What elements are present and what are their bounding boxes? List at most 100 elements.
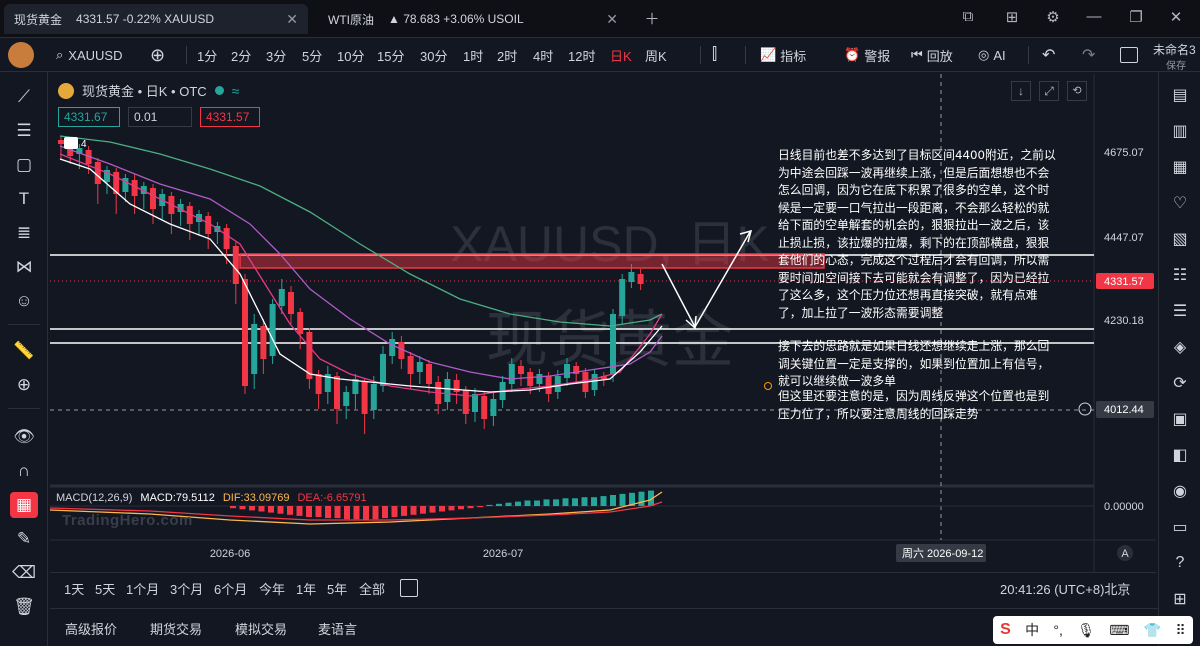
spread-value[interactable]: 0.01 <box>128 107 192 127</box>
text-tool-icon[interactable]: T <box>18 189 30 208</box>
save-button[interactable]: 保存 <box>1166 61 1186 72</box>
legend-title[interactable]: 现货黄金 • 日K • OTC <box>82 84 207 99</box>
mic-icon[interactable]: 🎙 <box>1077 621 1095 638</box>
rectangle-icon[interactable]: ▢ <box>15 155 33 174</box>
pattern-icon[interactable]: ⋈ <box>15 257 33 276</box>
grid-icon[interactable]: ⊞ <box>1173 591 1187 608</box>
chart-canvas[interactable]: XAUUSD, 日K现货黄金4675.074447.074230.180.000… <box>50 74 1156 572</box>
close-window-icon[interactable]: ✕ <box>1169 9 1183 26</box>
sogou-icon[interactable]: S <box>1000 621 1011 638</box>
ruler-icon[interactable]: 📏 <box>13 341 35 360</box>
macd-legend[interactable]: MACD(12,26,9) MACD:79.5112 DIF:33.09769 … <box>56 492 367 504</box>
layout-icon[interactable]: ⊞ <box>1005 9 1019 26</box>
zoom-in-icon[interactable]: ⊕ <box>16 375 32 394</box>
expand-icon[interactable]: ⤢ <box>1039 81 1059 101</box>
tab-futures-trading[interactable]: 期货交易 <box>150 621 203 637</box>
lock-drawings-icon[interactable]: ▦ <box>10 492 38 518</box>
ask-price[interactable]: 4331.57 <box>200 107 260 127</box>
apps-icon[interactable]: ⠿ <box>1175 621 1186 638</box>
layout-name[interactable]: 未命名3 <box>1153 43 1196 57</box>
interval-button[interactable]: 周K <box>645 48 667 64</box>
shirt-icon[interactable]: 👕 <box>1143 621 1162 638</box>
close-tab-icon[interactable]: ✕ <box>606 10 618 27</box>
new-tab-icon[interactable]: ＋ <box>644 11 660 28</box>
trend-line-icon[interactable]: ⟋ <box>18 87 30 106</box>
watchlist-icon[interactable]: ▤ <box>1172 87 1188 104</box>
range-button[interactable]: 6个月 <box>214 581 248 597</box>
message-icon[interactable]: ▭ <box>1172 519 1188 536</box>
range-button[interactable]: 全部 <box>359 581 386 597</box>
range-button[interactable]: 1年 <box>296 581 317 597</box>
range-button[interactable]: 今年 <box>259 581 286 597</box>
tab-gold[interactable]: 现货黄金 4331.57 -0.22% XAUUSD ✕ <box>4 4 308 34</box>
annotation-text-3[interactable]: 但这里还要注意的是，因为周线反弹这个位置也是到压力位了，所以要注意周线的回踩走势 <box>778 389 1050 421</box>
annotation-text-2[interactable]: 接下去的思路就是如果日线还想继续走上涨，那么回调关键位置一定是支撑的，如果到位置… <box>778 339 1050 388</box>
layers-icon[interactable]: ◧ <box>1172 447 1188 464</box>
annotation-text-1[interactable]: 日线目前也差不多达到了目标区间4400附近，之前以为中途会回踩一波再继续上涨，但… <box>778 148 1056 320</box>
ime-lang[interactable]: 中 <box>1025 622 1040 638</box>
fullscreen-icon[interactable] <box>1120 47 1138 63</box>
list-icon[interactable]: ☰ <box>1172 303 1188 320</box>
magnet-icon[interactable]: ∩ <box>17 461 31 480</box>
interval-button[interactable]: 12时 <box>568 48 596 64</box>
replay-button[interactable]: ⏮ 回放 <box>911 38 953 72</box>
fib-icon[interactable]: ≣ <box>16 223 32 242</box>
settings-icon[interactable]: ⚙ <box>1046 9 1060 26</box>
wave-icon[interactable]: ≈ <box>231 82 240 99</box>
date-range-icon[interactable] <box>400 579 418 597</box>
range-button[interactable]: 1天 <box>64 581 85 597</box>
interval-button[interactable]: 2时 <box>497 48 518 64</box>
maximize-icon[interactable]: ❐ <box>1129 9 1143 26</box>
brush-icon[interactable]: ✎ <box>16 529 32 548</box>
horizontal-lines-icon[interactable]: ☰ <box>16 121 32 140</box>
interval-button[interactable]: 4时 <box>533 48 554 64</box>
clock-display[interactable]: 20:41:26 (UTC+8)北京 <box>1000 581 1131 597</box>
interval-button[interactable]: 5分 <box>302 48 323 64</box>
arrow-down-icon[interactable]: ↓ <box>1011 81 1031 101</box>
help-icon[interactable]: ? <box>1175 554 1185 571</box>
refresh-icon[interactable]: ⟳ <box>1173 375 1187 392</box>
alert-button[interactable]: ⏰ 警报 <box>844 38 890 72</box>
ime-punct[interactable]: °, <box>1053 622 1063 638</box>
tab-paper-trading[interactable]: 模拟交易 <box>235 621 288 637</box>
avatar[interactable] <box>8 42 34 68</box>
symbol-search[interactable]: ⌕ XAUUSD <box>56 38 122 72</box>
notes-icon[interactable]: ▧ <box>1172 231 1188 248</box>
sync-icon[interactable]: ⟲ <box>1067 81 1087 101</box>
eye-icon[interactable]: 👁 <box>13 427 35 446</box>
ai-button[interactable]: ◎ AI <box>978 38 1006 72</box>
interval-button[interactable]: 2分 <box>231 48 252 64</box>
add-symbol-icon[interactable]: ⊕ <box>150 44 166 65</box>
tab-advanced-quote[interactable]: 高级报价 <box>65 621 118 637</box>
ideas-icon[interactable]: ◈ <box>1173 339 1187 356</box>
screenshot-icon[interactable]: ⧉ <box>962 8 974 25</box>
range-button[interactable]: 5天 <box>95 581 116 597</box>
bid-price[interactable]: 4331.67 <box>58 107 120 127</box>
interval-button[interactable]: 日K <box>610 48 632 64</box>
interval-button[interactable]: 15分 <box>377 48 405 64</box>
interval-button[interactable]: 10分 <box>337 48 365 64</box>
range-button[interactable]: 5年 <box>327 581 348 597</box>
minimize-icon[interactable]: — <box>1086 8 1102 25</box>
eraser-icon[interactable]: ⌫ <box>11 563 37 582</box>
keyboard-icon[interactable]: ⌨ <box>1109 621 1130 638</box>
tab-oil[interactable]: WTI原油 ▲ 78.683 +3.06% USOIL ✕ <box>318 4 628 34</box>
redo-icon[interactable]: ↷ <box>1082 47 1096 64</box>
range-button[interactable]: 1个月 <box>126 581 160 597</box>
emoji-icon[interactable]: ☺ <box>15 291 33 310</box>
ime-toolbar[interactable]: S 中 °, 🎙 ⌨ 👕 ⠿ <box>993 616 1193 644</box>
tab-mai-language[interactable]: 麦语言 <box>318 621 358 637</box>
candle-type-icon[interactable]: ⫿ <box>712 46 718 63</box>
chart-area[interactable]: XAUUSD, 日K现货黄金4675.074447.074230.180.000… <box>50 74 1156 572</box>
undo-icon[interactable]: ↶ <box>1042 47 1056 64</box>
close-tab-icon[interactable]: ✕ <box>286 10 298 27</box>
calendar-icon[interactable]: ▦ <box>1172 159 1188 176</box>
chat-icon[interactable]: ☷ <box>1172 267 1188 284</box>
interval-button[interactable]: 3分 <box>266 48 287 64</box>
interval-button[interactable]: 30分 <box>420 48 448 64</box>
interval-button[interactable]: 1时 <box>463 48 484 64</box>
indicators-button[interactable]: 📈 指标 <box>760 38 806 72</box>
range-button[interactable]: 3个月 <box>170 581 204 597</box>
news-icon[interactable]: ▥ <box>1172 123 1188 140</box>
delete-icon[interactable]: 🗑 <box>13 597 35 616</box>
